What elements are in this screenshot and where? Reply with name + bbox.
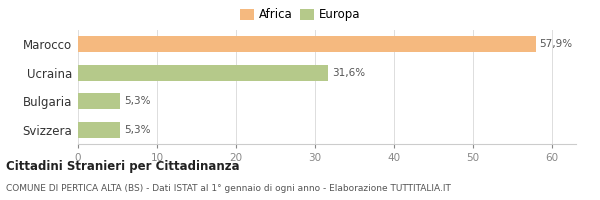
Text: COMUNE DI PERTICA ALTA (BS) - Dati ISTAT al 1° gennaio di ogni anno - Elaborazio: COMUNE DI PERTICA ALTA (BS) - Dati ISTAT… (6, 184, 451, 193)
Text: 5,3%: 5,3% (124, 96, 151, 106)
Legend: Africa, Europa: Africa, Europa (238, 6, 362, 24)
Bar (78, 65, 328, 81)
Bar (78, 36, 536, 52)
Text: 57,9%: 57,9% (539, 39, 573, 49)
Bar (78, 122, 120, 138)
Text: Cittadini Stranieri per Cittadinanza: Cittadini Stranieri per Cittadinanza (6, 160, 239, 173)
Bar (78, 93, 120, 109)
Text: 5,3%: 5,3% (124, 125, 151, 135)
Text: 31,6%: 31,6% (332, 68, 365, 78)
